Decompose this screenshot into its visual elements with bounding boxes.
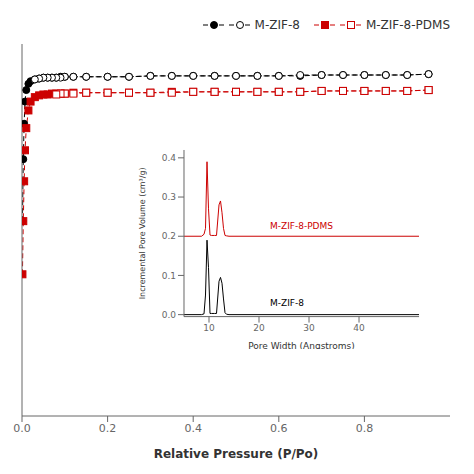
svg-text:0.6: 0.6 (270, 422, 288, 435)
svg-text:40: 40 (353, 323, 365, 333)
svg-text:Pore Width (Angstroms): Pore Width (Angstroms) (248, 341, 355, 349)
svg-text:0.4: 0.4 (161, 153, 176, 163)
svg-text:Incremental Pore Volume (cm³/g: Incremental Pore Volume (cm³/g) (138, 168, 147, 300)
svg-text:0.3: 0.3 (161, 193, 175, 203)
svg-text:0.2: 0.2 (161, 232, 175, 242)
svg-text:M-ZIF-8: M-ZIF-8 (270, 298, 304, 308)
svg-text:0.4: 0.4 (184, 422, 202, 435)
svg-text:10: 10 (203, 323, 215, 333)
svg-text:30: 30 (303, 323, 315, 333)
svg-text:20: 20 (253, 323, 265, 333)
html-text:M-ZIF-8: M-ZIF-8 (254, 18, 300, 32)
svg-text:0.1: 0.1 (161, 271, 175, 281)
svg-text:Relative Pressure (P/Po): Relative Pressure (P/Po) (154, 447, 319, 461)
svg-text:0.2: 0.2 (99, 422, 117, 435)
svg-text:0.0: 0.0 (13, 422, 31, 435)
svg-text:M-ZIF-8-PDMS: M-ZIF-8-PDMS (270, 222, 333, 232)
html-text:M-ZIF-8-PDMS: M-ZIF-8-PDMS (365, 18, 450, 32)
svg-text:0.8: 0.8 (356, 422, 374, 435)
svg-text:0.0: 0.0 (161, 310, 176, 320)
